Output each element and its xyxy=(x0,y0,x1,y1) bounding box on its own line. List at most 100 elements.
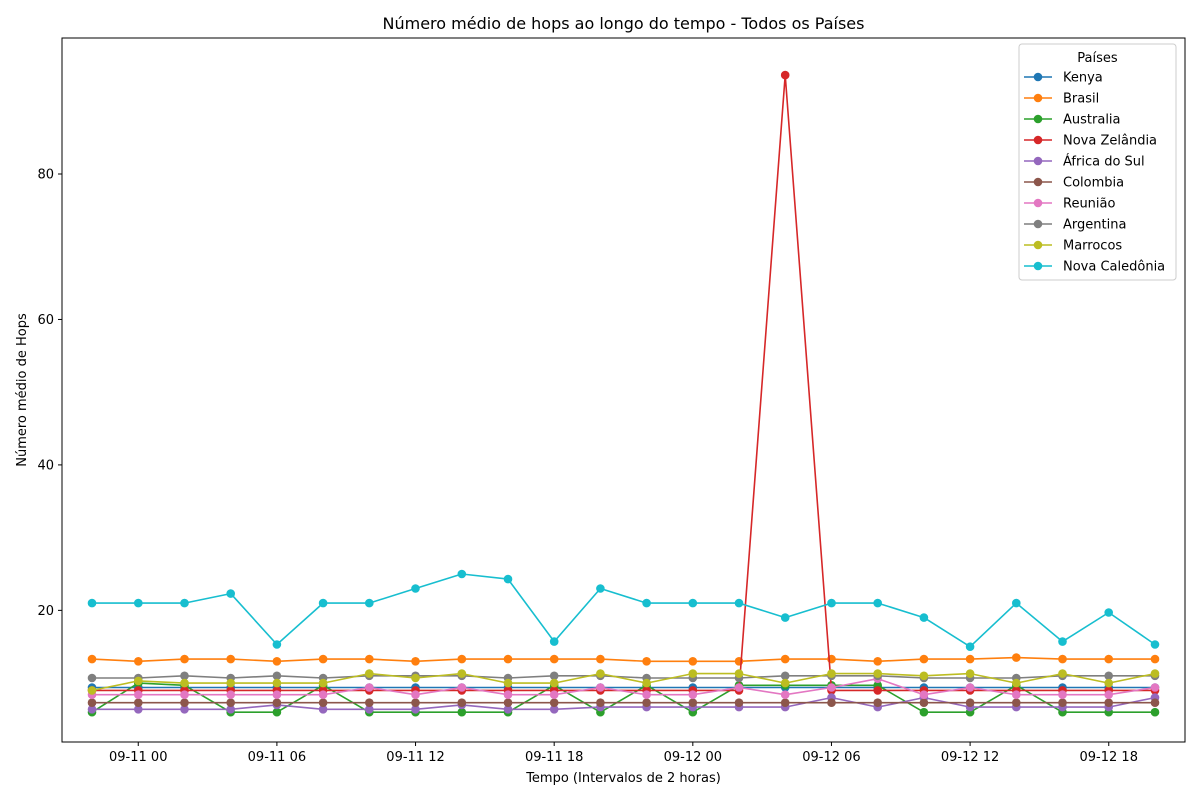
data-point xyxy=(780,678,790,688)
data-point xyxy=(87,705,97,714)
data-point xyxy=(1104,690,1113,699)
series-marrocos xyxy=(87,669,1160,695)
legend-label: Brasil xyxy=(1063,92,1099,107)
legend-label: Kenya xyxy=(1063,71,1103,86)
data-point xyxy=(134,598,143,608)
y-tick-label: 20 xyxy=(37,604,54,619)
data-point xyxy=(1104,698,1113,707)
legend-label: Nova Caledônia xyxy=(1063,260,1165,275)
data-point xyxy=(965,683,975,692)
data-point xyxy=(180,671,189,681)
data-point xyxy=(873,669,882,678)
data-point xyxy=(549,678,559,688)
data-point xyxy=(411,657,420,666)
data-point xyxy=(365,598,374,608)
data-point xyxy=(596,683,605,692)
data-point xyxy=(134,690,143,699)
legend-marker xyxy=(1033,93,1043,103)
data-point xyxy=(411,690,420,699)
data-point xyxy=(318,598,328,608)
data-point xyxy=(734,598,744,608)
data-point xyxy=(688,690,698,699)
data-point xyxy=(365,669,374,678)
data-point xyxy=(226,705,235,714)
data-point xyxy=(272,678,282,688)
data-point xyxy=(457,698,467,707)
data-point xyxy=(1012,653,1021,662)
data-point xyxy=(180,698,189,707)
legend-title: Países xyxy=(1077,51,1118,66)
data-point xyxy=(688,598,698,608)
legend-box xyxy=(1018,43,1177,281)
y-axis-label: Número médio de Hops xyxy=(15,313,30,467)
data-point xyxy=(734,683,744,692)
data-point xyxy=(549,690,559,699)
series-line xyxy=(91,656,1155,663)
legend-item: Colombia xyxy=(1024,176,1124,191)
data-point xyxy=(503,678,513,688)
data-point xyxy=(180,690,189,699)
x-tick-label: 09-11 06 xyxy=(248,750,306,765)
data-point xyxy=(873,657,882,666)
legend-item: Nova Caledônia xyxy=(1024,260,1165,275)
x-tick-label: 09-12 00 xyxy=(664,750,722,765)
data-point xyxy=(919,654,929,664)
data-point xyxy=(1150,707,1160,717)
legend-marker xyxy=(1033,156,1043,166)
data-point xyxy=(642,598,651,608)
series-nova-caledônia xyxy=(87,569,1160,651)
legend-item: Kenya xyxy=(1024,71,1103,86)
data-point xyxy=(272,657,282,666)
data-point xyxy=(318,678,328,688)
legend-marker xyxy=(1033,261,1043,271)
data-point xyxy=(503,654,513,664)
legend-marker xyxy=(1033,114,1043,124)
legend-marker xyxy=(1033,72,1043,82)
data-point xyxy=(457,569,467,579)
data-point xyxy=(1150,640,1160,649)
data-point xyxy=(318,654,328,664)
data-point xyxy=(780,698,790,707)
data-point xyxy=(318,698,328,707)
legend-label: Marrocos xyxy=(1063,239,1122,254)
data-point xyxy=(134,705,143,714)
data-point xyxy=(873,686,882,695)
x-tick-label: 09-11 18 xyxy=(525,750,583,765)
data-point xyxy=(919,613,929,622)
series-line xyxy=(91,672,1156,692)
data-point xyxy=(226,698,235,707)
data-point xyxy=(780,654,790,664)
legend-item: Marrocos xyxy=(1024,239,1122,254)
y-tick-label: 80 xyxy=(37,168,54,183)
data-point xyxy=(873,598,882,608)
data-point xyxy=(688,698,698,707)
data-point xyxy=(688,669,698,678)
data-point xyxy=(1104,671,1113,681)
chart-title: Número médio de hops ao longo do tempo -… xyxy=(383,14,865,33)
legend: Países Kenya Brasil Australia Nova Zelândia… xyxy=(1018,43,1177,281)
data-point xyxy=(457,669,467,678)
plot-area xyxy=(61,37,1186,743)
data-point xyxy=(1058,637,1067,646)
data-point xyxy=(549,671,559,681)
data-point xyxy=(596,584,605,593)
data-point xyxy=(411,673,420,683)
data-point xyxy=(503,698,513,707)
x-axis-label: Tempo (Intervalos de 2 horas) xyxy=(525,771,721,786)
data-point xyxy=(827,698,836,707)
data-point xyxy=(457,654,467,664)
y-tick-label: 60 xyxy=(37,313,54,328)
x-ticks: 09-11 00 09-11 06 09-11 12 09-11 18 09-12 00… xyxy=(109,742,1138,765)
data-point xyxy=(596,698,605,707)
series-brasil xyxy=(87,653,1160,666)
data-point xyxy=(87,654,97,664)
data-point xyxy=(780,690,790,699)
data-point xyxy=(226,690,235,699)
data-point xyxy=(965,642,975,651)
data-point xyxy=(134,698,143,707)
data-point xyxy=(642,678,651,688)
data-point xyxy=(365,654,374,664)
data-point xyxy=(780,613,790,622)
data-point xyxy=(919,690,929,699)
